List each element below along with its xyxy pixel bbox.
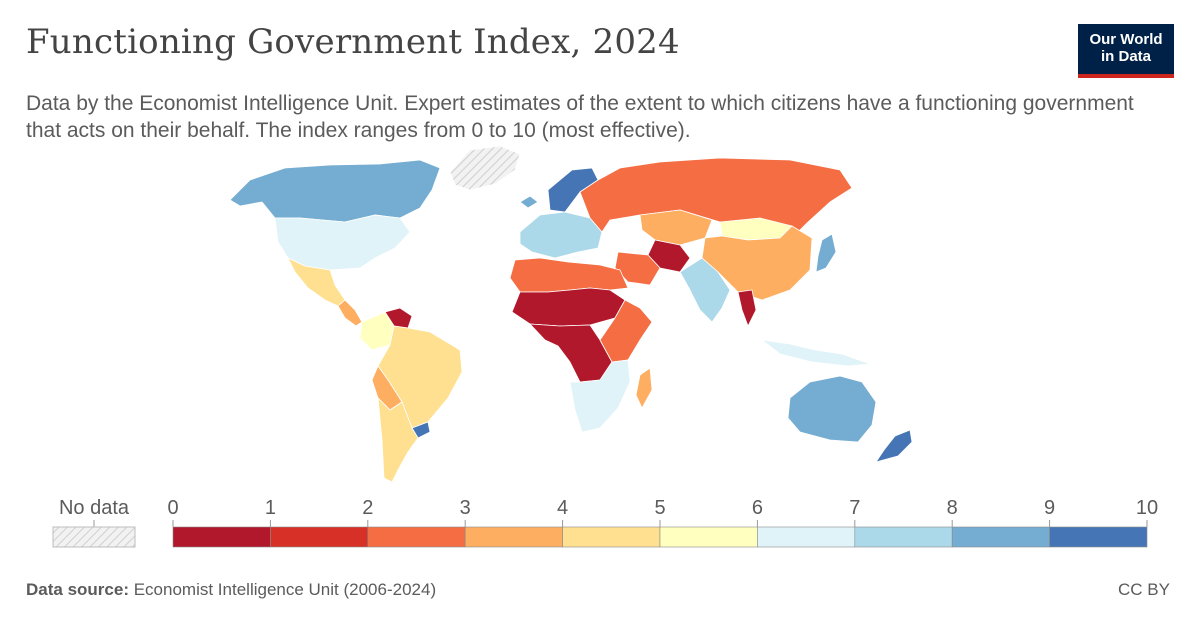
region-japan[interactable]: [815, 233, 837, 273]
legend-tick-label: 2: [362, 497, 373, 519]
license[interactable]: CC BY: [1118, 580, 1170, 599]
legend-tick-label: 6: [752, 497, 763, 519]
legend-bin[interactable]: [172, 526, 271, 548]
data-source-text[interactable]: Economist Intelligence Unit (2006-2024): [133, 580, 437, 599]
region-argentina[interactable]: [377, 397, 419, 483]
world-map[interactable]: [0, 140, 1200, 490]
legend-no-data-label: No data: [59, 497, 130, 519]
color-legend: No data 0 1 2 3 4 5 6 7 8 9 10: [52, 497, 1158, 548]
data-source: Data source: Economist Intelligence Unit…: [26, 580, 436, 600]
legend-bin[interactable]: [951, 526, 1050, 548]
region-russia[interactable]: [579, 157, 853, 241]
region-madagascar[interactable]: [635, 367, 653, 409]
region-indonesia[interactable]: [761, 339, 871, 367]
chart-title: Functioning Government Index, 2024: [26, 22, 680, 62]
legend-tick-label: 0: [167, 497, 178, 519]
region-north-africa[interactable]: [509, 257, 629, 293]
region-western-europe[interactable]: [519, 211, 603, 259]
region-myanmar[interactable]: [737, 289, 757, 327]
legend-bin[interactable]: [270, 526, 369, 548]
owid-logo[interactable]: Our World in Data: [1078, 24, 1174, 78]
legend-tick-label: 7: [849, 497, 860, 519]
legend-tick-label: 1: [265, 497, 276, 519]
logo-line-1: Our World: [1089, 31, 1163, 48]
region-central-america[interactable]: [337, 299, 363, 327]
data-source-label: Data source:: [26, 580, 129, 599]
legend-bin[interactable]: [1049, 526, 1148, 548]
region-colombia[interactable]: [359, 311, 395, 351]
legend-tick-label: 4: [557, 497, 568, 519]
legend-bin[interactable]: [367, 526, 466, 548]
legend-tick-label: 9: [1044, 497, 1055, 519]
region-southern-africa[interactable]: [569, 359, 631, 433]
region-kazakhstan[interactable]: [639, 209, 713, 246]
legend-tick-label: 5: [654, 497, 665, 519]
logo-line-2: in Data: [1100, 48, 1151, 65]
legend-bin[interactable]: [757, 526, 856, 548]
region-sahel[interactable]: [511, 287, 626, 327]
region-east-africa[interactable]: [599, 299, 653, 363]
region-greenland[interactable]: [449, 145, 521, 191]
legend-bin[interactable]: [562, 526, 661, 548]
legend-bin[interactable]: [659, 526, 758, 548]
region-australia[interactable]: [787, 375, 877, 443]
region-central-africa[interactable]: [529, 323, 613, 383]
legend-tick-label: 10: [1136, 497, 1158, 519]
legend-no-data-swatch: [52, 526, 136, 548]
region-india[interactable]: [679, 257, 731, 323]
region-iceland[interactable]: [519, 195, 539, 209]
region-iran[interactable]: [614, 251, 661, 286]
region-canada[interactable]: [229, 159, 441, 223]
legend-tick-label: 8: [947, 497, 958, 519]
legend-bin[interactable]: [854, 526, 953, 548]
chart-subtitle: Data by the Economist Intelligence Unit.…: [26, 92, 1134, 142]
legend-tick-label: 3: [460, 497, 471, 519]
legend-bin[interactable]: [464, 526, 563, 548]
region-new-zealand[interactable]: [875, 429, 913, 463]
